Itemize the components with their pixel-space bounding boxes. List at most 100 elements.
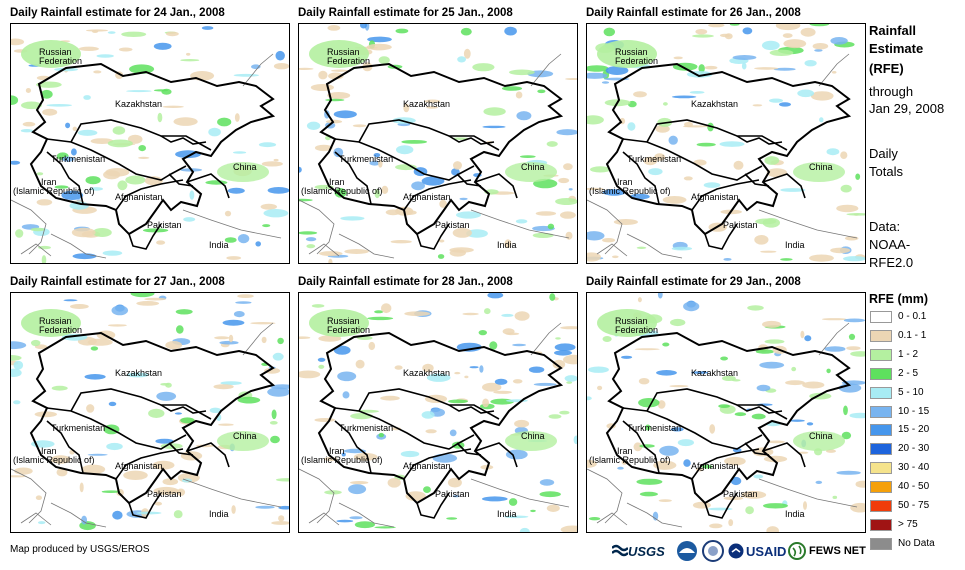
country-label-pakistan: Pakistan [723, 489, 758, 499]
background-border [11, 468, 47, 524]
legend-swatch [870, 462, 892, 475]
usgs-logo: USGS [612, 538, 665, 564]
legend-item: 1 - 2 [870, 347, 960, 362]
country-border [646, 388, 788, 420]
usaid-seal-icon [728, 543, 744, 559]
country-label-china: China [809, 162, 833, 172]
legend-label: 20 - 30 [898, 443, 930, 455]
country-label-russia-2: Federation [615, 325, 659, 335]
usgs-wave-icon [612, 544, 628, 557]
country-label-turkmenistan: Turkmenistan [51, 423, 106, 433]
side-date: Jan 29, 2008 [869, 101, 945, 116]
background-border [308, 243, 340, 257]
country-border [744, 442, 770, 456]
background-border [626, 502, 683, 528]
country-border [762, 173, 806, 199]
background-border [818, 53, 850, 87]
background-border [182, 478, 282, 508]
country-label-india: India [785, 509, 805, 519]
country-border [704, 492, 738, 519]
panel-title: Daily Rainfall estimate for 27 Jan., 200… [10, 276, 225, 288]
country-label-russia-1: Russian [615, 47, 648, 57]
country-label-iran-1: Iran [41, 177, 57, 187]
country-label-china: China [521, 431, 545, 441]
country-border [186, 442, 230, 468]
country-label-kazakhstan: Kazakhstan [115, 368, 163, 378]
background-border [818, 322, 850, 356]
background-border [299, 199, 335, 255]
country-border [128, 223, 162, 250]
country-label-china: China [521, 162, 545, 172]
map-drawing [11, 293, 289, 531]
rainfall-map: Russian Federation Kazakhstan Turkmenistan C… [298, 23, 578, 264]
legend-swatch [870, 348, 892, 361]
country-label-china: China [233, 431, 257, 441]
rainfall-map: Russian Federation Kazakhstan Turkmenistan C… [10, 292, 290, 533]
map-drawing [11, 26, 289, 263]
country-label-russia-1: Russian [327, 316, 360, 326]
legend-item: 15 - 20 [870, 422, 960, 437]
legend-item: > 75 [870, 517, 960, 532]
legend-swatch [870, 386, 892, 399]
background-border [758, 209, 858, 239]
background-border [758, 478, 858, 508]
background-border [20, 512, 52, 526]
map-panel-2: Daily Rainfall estimate for 25 Jan., 200… [298, 7, 578, 265]
legend-swatch [870, 367, 892, 380]
country-label-afghanistan: Afghanistan [403, 461, 451, 471]
country-label-russia-2: Federation [39, 56, 83, 66]
country-label-turkmenistan: Turkmenistan [339, 423, 394, 433]
background-border [338, 233, 395, 259]
side-totals: Totals [869, 164, 903, 179]
country-border [456, 442, 482, 456]
country-border [416, 492, 450, 519]
background-border [11, 199, 47, 255]
country-label-russia-2: Federation [615, 56, 659, 66]
legend-swatch [870, 311, 892, 323]
legend-label: 0 - 0.1 [898, 311, 927, 322]
country-border [474, 173, 518, 199]
region-outline [29, 331, 276, 505]
country-border [622, 420, 660, 474]
country-border [691, 179, 760, 211]
country-border [115, 448, 184, 480]
country-border [168, 442, 194, 456]
country-label-afghanistan: Afghanistan [691, 461, 739, 471]
country-label-iran-2: (Islamic Republic of) [13, 455, 95, 465]
country-border [691, 448, 760, 480]
region-outline [317, 331, 564, 505]
panel-title: Daily Rainfall estimate for 29 Jan., 200… [586, 276, 801, 288]
rainfall-layer [587, 293, 865, 532]
country-label-turkmenistan: Turkmenistan [51, 154, 106, 164]
country-label-russia-1: Russian [39, 316, 72, 326]
country-border [46, 420, 84, 474]
country-label-india: India [497, 509, 517, 519]
background-border [338, 502, 395, 528]
legend-item: 0 - 0.1 [870, 309, 960, 324]
background-border [530, 53, 562, 87]
legend-item: 5 - 10 [870, 385, 960, 400]
country-label-iran-1: Iran [41, 446, 57, 456]
rainfall-map: Russian Federation Kazakhstan Turkmenistan C… [586, 292, 866, 533]
country-label-afghanistan: Afghanistan [403, 192, 451, 202]
background-border [20, 243, 52, 257]
panel-title: Daily Rainfall estimate for 28 Jan., 200… [298, 276, 513, 288]
side-source-1: NOAA- [869, 237, 911, 252]
country-label-turkmenistan: Turkmenistan [339, 154, 394, 164]
country-label-afghanistan: Afghanistan [115, 192, 163, 202]
legend-label: > 75 [898, 518, 918, 530]
background-border [242, 322, 274, 356]
rainfall-map: Russian Federation Kazakhstan Turkmenistan C… [586, 23, 866, 264]
country-border [115, 179, 184, 211]
panel-title: Daily Rainfall estimate for 24 Jan., 200… [10, 7, 225, 19]
legend-title: RFE (mm) [869, 292, 929, 306]
country-label-russia-2: Federation [39, 325, 83, 335]
country-border [334, 151, 372, 205]
country-label-china: China [809, 431, 833, 441]
legend-swatch [870, 518, 892, 531]
footer-credit: Map produced by USGS/EROS [10, 544, 150, 555]
country-border [160, 135, 207, 145]
legend-item: 30 - 40 [870, 460, 960, 475]
country-border [358, 388, 500, 420]
legend-label: 0.1 - 1 [898, 329, 927, 341]
